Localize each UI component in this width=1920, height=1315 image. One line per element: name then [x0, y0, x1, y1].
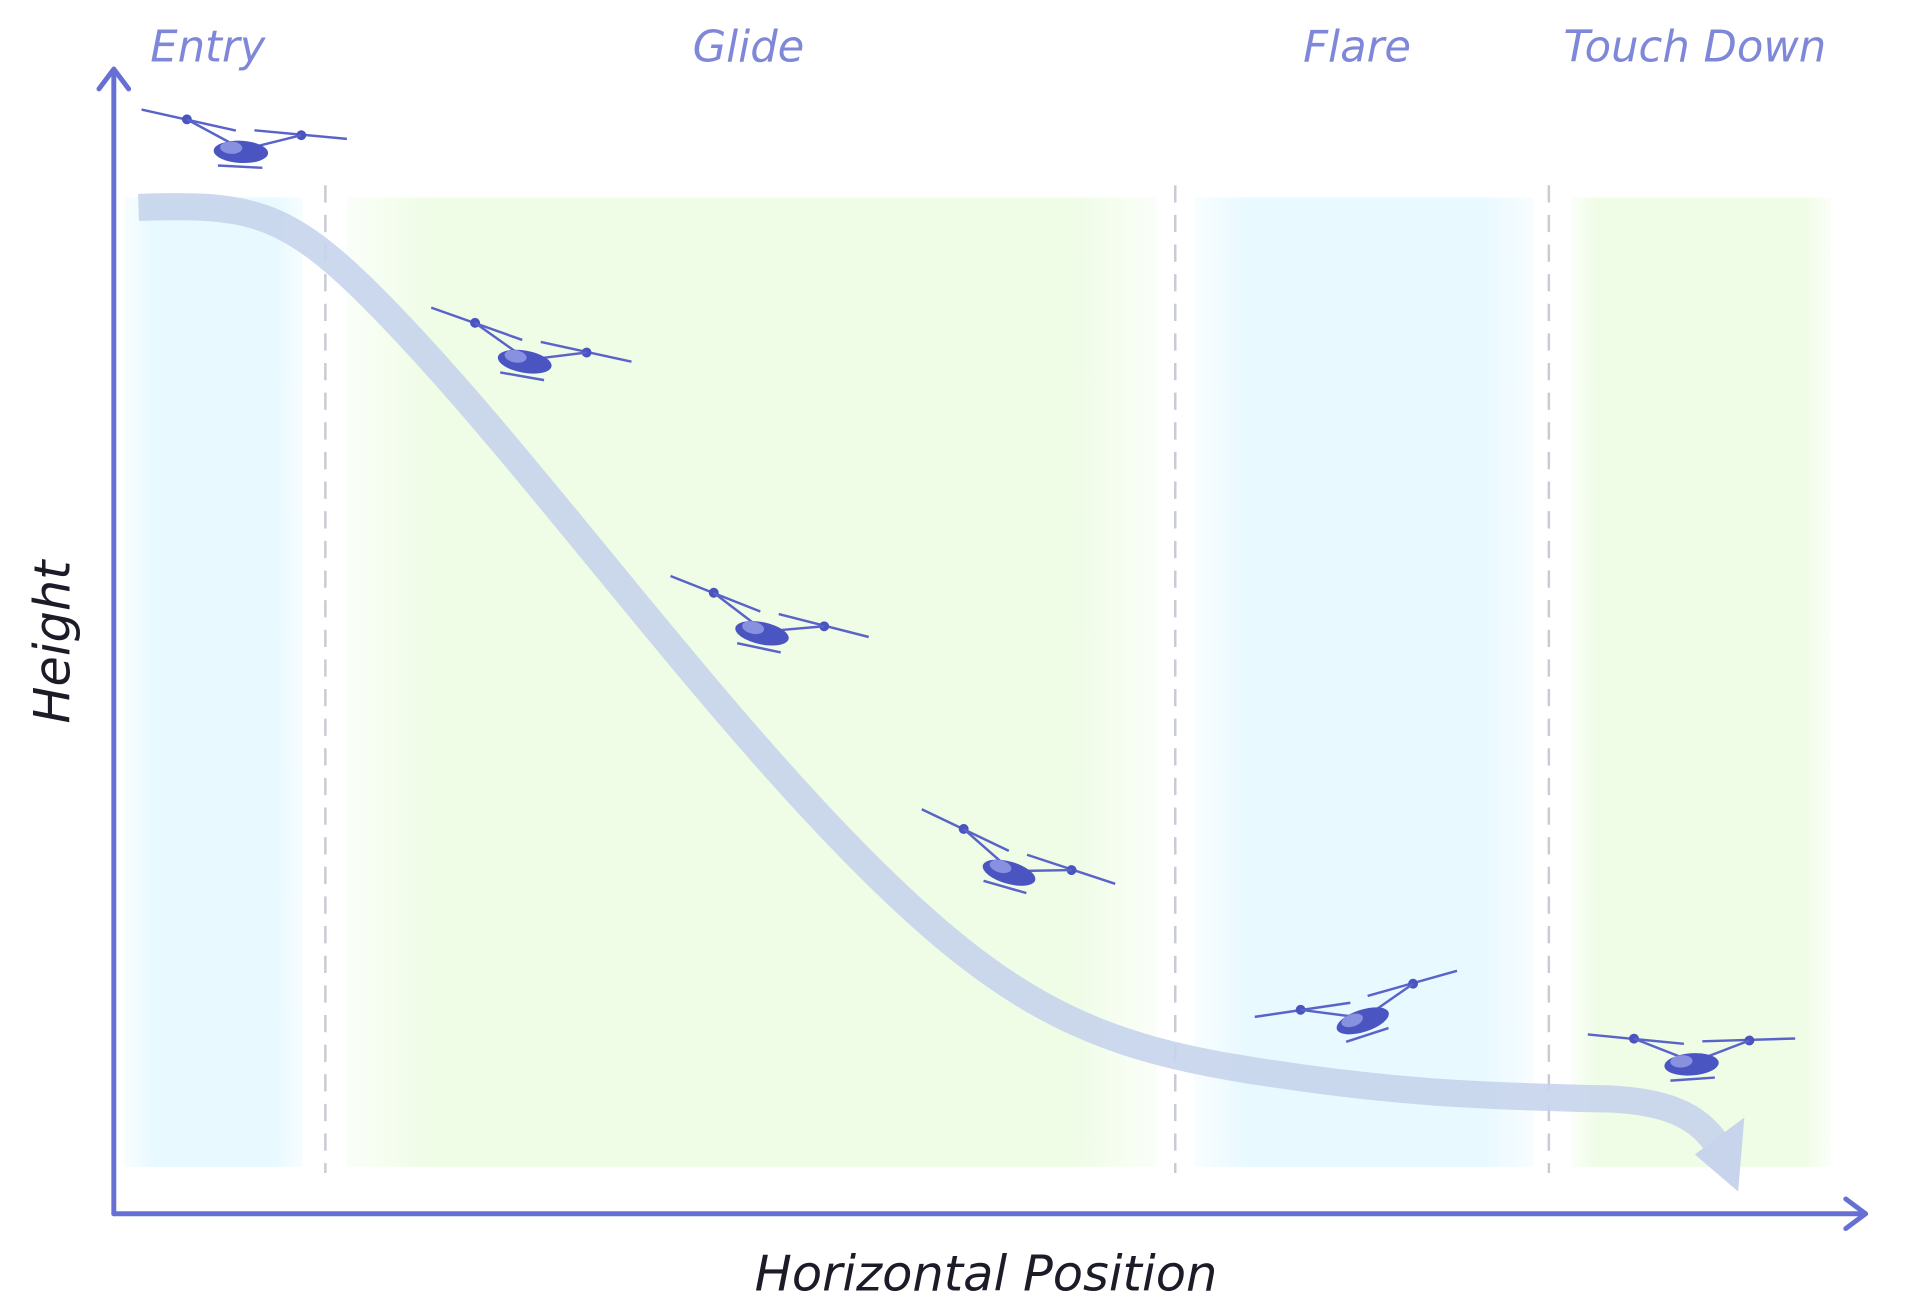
flare-band [1193, 197, 1535, 1167]
phase-dividers [324, 185, 1551, 1174]
x-axis-label: Horizontal Position [755, 1244, 1218, 1302]
axes [96, 66, 1869, 1232]
phase-label: Flare [1303, 23, 1411, 73]
touchdown-band [1571, 197, 1831, 1167]
flight-path-arrow [1694, 1117, 1745, 1192]
entry-band [123, 197, 304, 1167]
flight-path [138, 193, 1739, 1167]
glide-band [346, 197, 1157, 1167]
y-axis-label: Height [23, 559, 81, 724]
phase-label: Touch Down [1564, 23, 1827, 73]
aircraft [137, 108, 350, 174]
phase-label: Entry [150, 23, 267, 73]
phase-label: Glide [693, 23, 805, 73]
